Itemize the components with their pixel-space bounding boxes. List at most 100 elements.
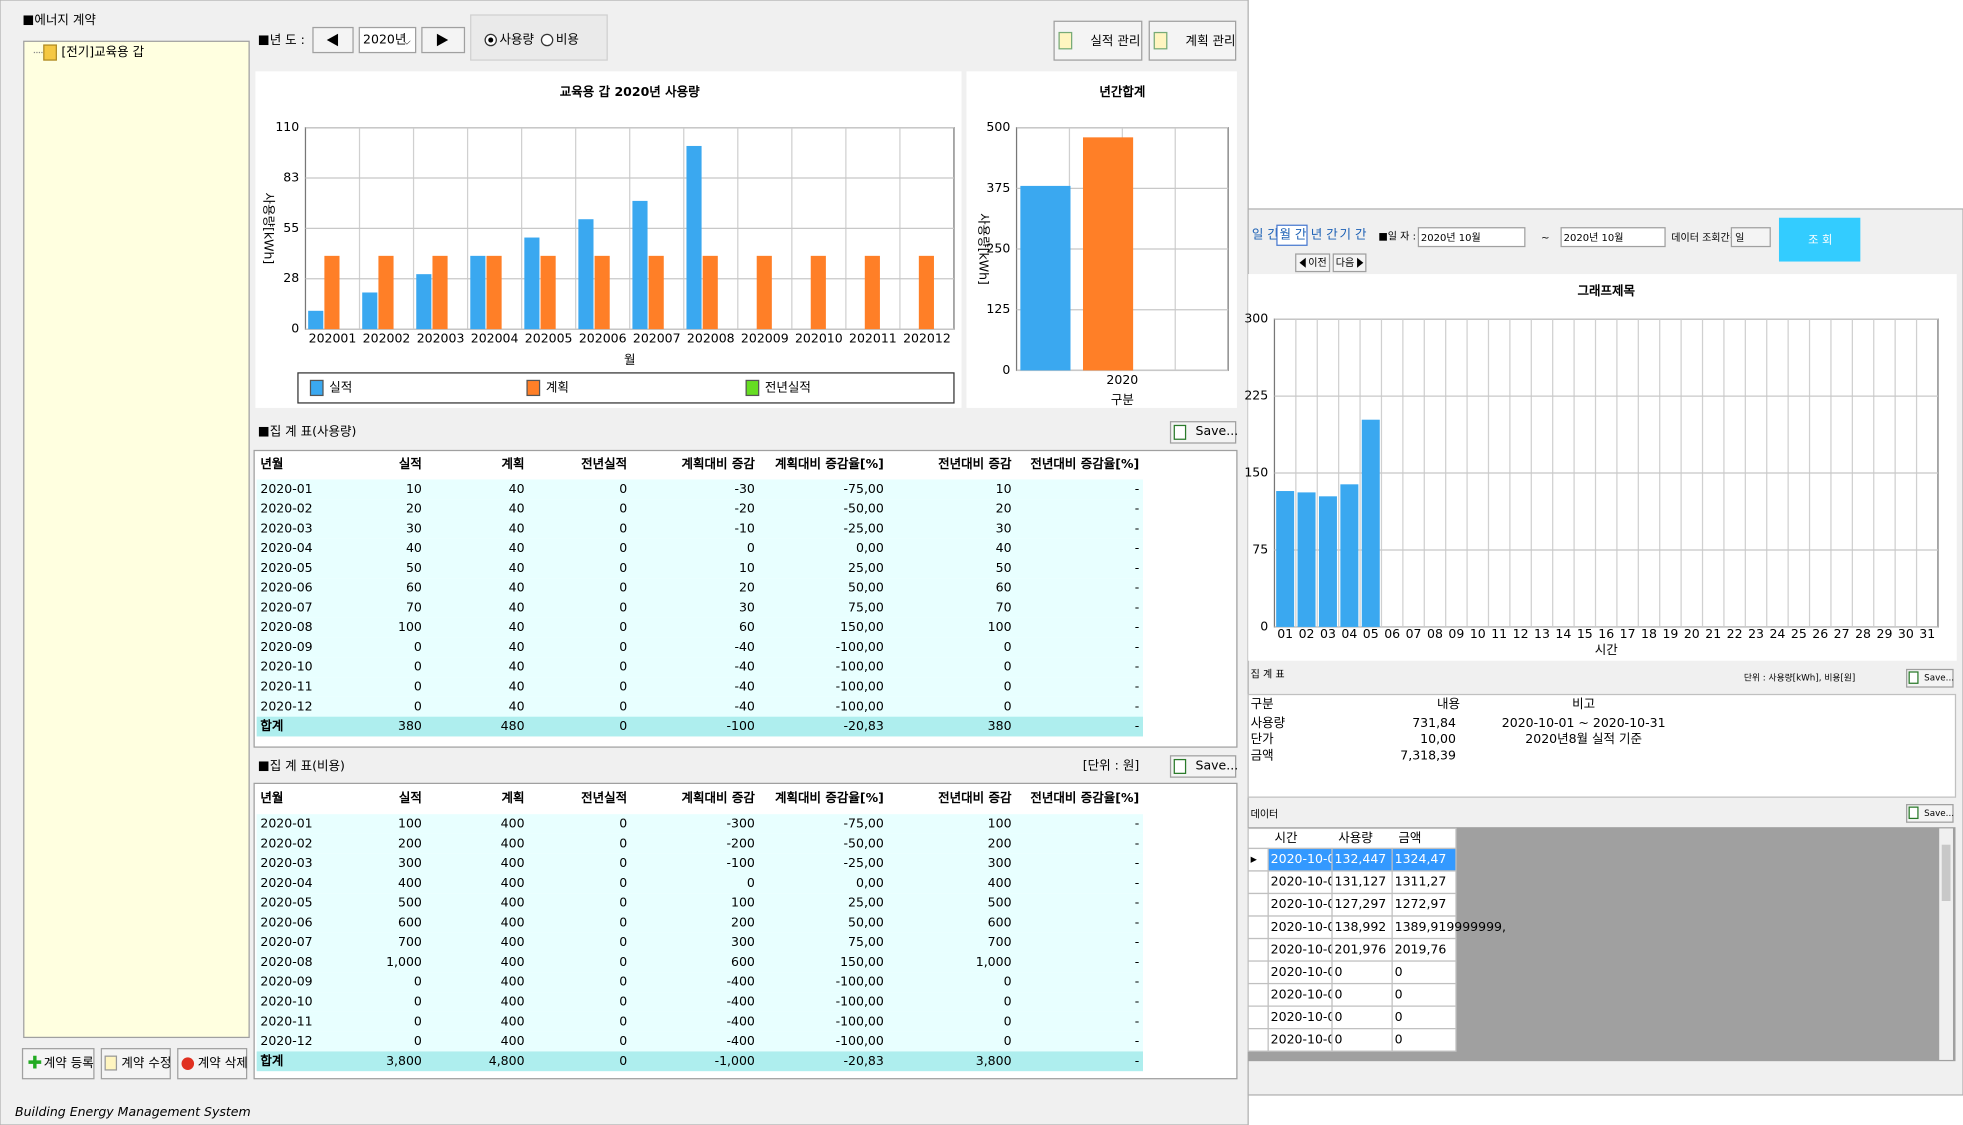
table-cell: 75,00 [848, 599, 884, 614]
table-cell: 0 [619, 993, 627, 1008]
tab[interactable]: 년 간 [1311, 227, 1338, 242]
save-label[interactable]: Save... [1196, 757, 1239, 772]
table-cell: 60 [406, 580, 422, 595]
grid-cell-text[interactable]: 1389,919999999, [1395, 919, 1506, 934]
grid-cell-text[interactable]: 127,297 [1335, 896, 1387, 911]
table-cell: 2020-10 [260, 993, 312, 1008]
bar [578, 219, 594, 330]
section-title-text: 집 계 표(사용량) [270, 423, 357, 438]
grid-cell-text[interactable]: 2020-10-02 [1271, 874, 1344, 889]
interval-select[interactable] [1730, 227, 1771, 248]
table-cell: 600 [988, 914, 1012, 929]
table-cell: -100 [727, 855, 755, 870]
grid-cell-text[interactable]: 131,127 [1335, 874, 1387, 889]
bar [1318, 496, 1337, 627]
table-cell: 400 [501, 934, 525, 949]
table-cell: 2020-07 [260, 934, 312, 949]
grid-cell-text[interactable]: 2020-10-03 [1271, 896, 1344, 911]
button[interactable] [21, 1048, 95, 1080]
grid-cell-text[interactable]: 138,992 [1335, 919, 1387, 934]
table-cell: 400 [501, 895, 525, 910]
x-tick-label: 202008 [687, 331, 735, 346]
button-label[interactable]: 계약 삭제 [198, 1055, 248, 1070]
chart-title: 교육용 갑 2020년 사용량 [560, 84, 700, 99]
grid-cell-text[interactable]: 1311,27 [1395, 874, 1447, 889]
row-header [1247, 1005, 1269, 1030]
year-select[interactable] [358, 26, 417, 54]
table-cell: 10 [739, 560, 755, 575]
radio-label[interactable]: 비용 [556, 32, 579, 47]
grid-cell-text[interactable]: 2020-10-07 [1271, 986, 1344, 1001]
table-row [256, 913, 1143, 933]
next-label[interactable]: 다음 [1336, 257, 1354, 269]
grid-cell-text[interactable]: 0 [1395, 964, 1403, 979]
prev-button[interactable] [1295, 253, 1331, 273]
icon [1908, 671, 1919, 684]
table-cell: 700 [988, 934, 1012, 949]
radio[interactable] [540, 33, 554, 47]
button-label[interactable]: 실적 관리 [1090, 33, 1140, 48]
scroll-thumb[interactable] [1941, 844, 1951, 902]
date-value: 2020년 10월 [1421, 232, 1481, 244]
date-input[interactable] [1417, 227, 1526, 248]
date-input[interactable] [1560, 227, 1666, 248]
save-button[interactable] [1169, 421, 1237, 444]
grid-cell-text[interactable]: 0 [1335, 1009, 1343, 1024]
grid-cell-text[interactable]: 2020-10-05 [1271, 941, 1344, 956]
grid-cell-text[interactable]: 1324,47 [1395, 851, 1447, 866]
radio-label[interactable]: 사용량 [500, 32, 535, 47]
x-tick-label: 13 [1534, 626, 1550, 641]
tree-item[interactable]: [전기]교육용 갑 [61, 44, 144, 59]
grid-cell[interactable] [1391, 1028, 1457, 1052]
save-label[interactable]: Save... [1924, 674, 1954, 684]
button[interactable] [1148, 20, 1237, 61]
tab[interactable]: 일 간 [1252, 227, 1279, 242]
total-row [256, 716, 1143, 737]
grid-cell-text[interactable]: 2020-10-09 [1271, 1031, 1344, 1046]
table-cell: - [1135, 1033, 1140, 1048]
button-label[interactable]: 계약 등록 [44, 1055, 94, 1070]
grid-cell-text[interactable]: 1272,97 [1395, 896, 1447, 911]
table-cell: 2020-08 [260, 619, 312, 634]
x-tick-label: 30 [1898, 626, 1914, 641]
table-row [256, 637, 1143, 658]
table-cell: 400 [398, 875, 422, 890]
bar [756, 255, 772, 330]
grid-cell-text[interactable]: 0 [1395, 1009, 1403, 1024]
button-label[interactable]: 계획 관리 [1186, 33, 1236, 48]
grid-cell-text[interactable]: 0 [1395, 986, 1403, 1001]
grid-cell-text[interactable]: 201,976 [1335, 941, 1387, 956]
table-cell: 100 [398, 816, 422, 831]
grid-cell-text[interactable]: 0 [1335, 986, 1343, 1001]
save-label[interactable]: Save... [1924, 809, 1954, 819]
prev-label[interactable]: 이전 [1308, 257, 1326, 269]
query-button[interactable] [1778, 217, 1861, 262]
table-cell: 600 [398, 914, 422, 929]
grid-cell-text[interactable]: 2020-10-08 [1271, 1009, 1344, 1024]
grid-cell-text[interactable]: 2020-10-04 [1271, 919, 1344, 934]
grid-cell-text[interactable]: 2020-10-06 [1271, 964, 1344, 979]
grid-cell-text[interactable]: 132,447 [1335, 851, 1387, 866]
year-label-text: 년 도 : [270, 32, 305, 47]
grid-cell-text[interactable]: 2019,76 [1395, 941, 1447, 956]
tab[interactable]: 기 간 [1340, 227, 1367, 242]
save-button[interactable] [1169, 755, 1237, 778]
grid-cell-text[interactable]: 2020-10-01 [1271, 851, 1344, 866]
prev-button[interactable] [312, 26, 354, 54]
save-label[interactable]: Save... [1196, 423, 1239, 438]
legend-label: 실적 [329, 379, 352, 394]
grid-cell-text[interactable]: 0 [1395, 1031, 1403, 1046]
chart-title: 년간합계 [1099, 84, 1145, 99]
tab[interactable]: 월 간 [1279, 227, 1306, 242]
table-cell: - [1135, 560, 1140, 575]
query-label[interactable]: 조 회 [1808, 233, 1832, 246]
section-title: 집 계 표 [1251, 669, 1285, 681]
column-header: 전년실적 [581, 790, 627, 805]
table-cell: 480 [501, 718, 525, 733]
table-cell: - [1135, 501, 1140, 516]
grid-cell-text[interactable]: 0 [1335, 1031, 1343, 1046]
table-cell: 400 [501, 993, 525, 1008]
table-cell: 200 [398, 835, 422, 850]
grid-cell-text[interactable]: 0 [1335, 964, 1343, 979]
button-label[interactable]: 계약 수정 [121, 1055, 171, 1070]
